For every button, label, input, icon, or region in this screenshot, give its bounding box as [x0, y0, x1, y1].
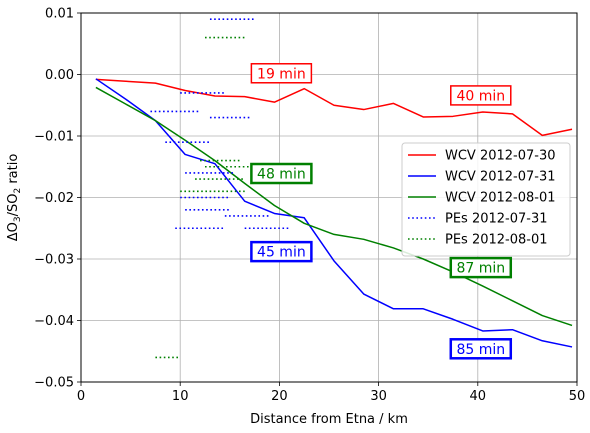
annotation-label: 40 min [456, 88, 505, 104]
ticks: 0 10 20 30 40 50 −0.05 −0.04 −0.03 −0.02 −0.01 0.00… [34, 7, 585, 405]
x-tick-label: 50 [569, 389, 586, 404]
legend-label: WCV 2012-07-30 [445, 149, 556, 164]
series-line [95, 78, 573, 348]
series-lines [95, 18, 573, 359]
annotation: 40 min [450, 85, 512, 106]
annotation: 85 min [449, 338, 513, 360]
annotation-box [449, 338, 513, 360]
y-tick-label: 0.01 [45, 7, 74, 22]
series-line [95, 78, 573, 137]
y-axis-label-subscript: 2 [13, 188, 23, 194]
y-tick-label: −0.05 [34, 376, 74, 391]
annotation: 45 min [250, 240, 313, 263]
annotation-box [449, 256, 513, 279]
annotation-label: 19 min [257, 66, 306, 82]
x-tick-label: 0 [77, 389, 85, 404]
legend-label: WCV 2012-07-31 [445, 170, 556, 185]
series-line [95, 86, 573, 327]
annotation: 48 min [250, 162, 313, 185]
legend: WCV 2012-07-30 WCV 2012-07-31 WCV 2012-08-… [401, 142, 571, 257]
annotation-box [250, 162, 313, 185]
x-tick-label: 40 [470, 389, 487, 404]
x-tick-label: 10 [172, 389, 189, 404]
annotation-box [250, 240, 313, 263]
y-tick-label: −0.01 [34, 130, 74, 145]
annotation-label: 45 min [257, 245, 306, 261]
annotation-label: 48 min [257, 167, 306, 183]
x-axis-label: Distance from Etna / km [250, 412, 408, 427]
y-axis-label-part: /SO [6, 194, 21, 217]
y-tick-label: −0.02 [34, 191, 74, 206]
annotation-label: 85 min [456, 342, 505, 358]
legend-label: WCV 2012-08-01 [445, 191, 556, 206]
legend-label: PEs 2012-07-31 [445, 212, 548, 227]
annotation-label: 87 min [456, 261, 505, 277]
y-tick-label: −0.03 [34, 253, 74, 268]
legend-label: PEs 2012-08-01 [445, 233, 548, 248]
y-axis-label-part: ΔO [6, 222, 21, 241]
x-tick-label: 30 [370, 389, 387, 404]
annotation: 19 min [250, 63, 313, 84]
legend-box [401, 142, 571, 257]
x-tick-label: 20 [271, 389, 288, 404]
annotation-box [250, 63, 313, 84]
y-tick-label: −0.04 [34, 314, 74, 329]
annotation-box [450, 85, 512, 106]
y-tick-label: 0.00 [45, 68, 74, 83]
y-axis-label: ΔO3/SO2 ratio [6, 154, 23, 242]
y-axis-label-subscript: 3 [13, 216, 23, 222]
annotations: 19 min 40 min 48 min 45 min 87 min 85 min [250, 63, 513, 360]
annotation: 87 min [449, 256, 513, 279]
y-axis-label-part: ratio [6, 154, 21, 188]
